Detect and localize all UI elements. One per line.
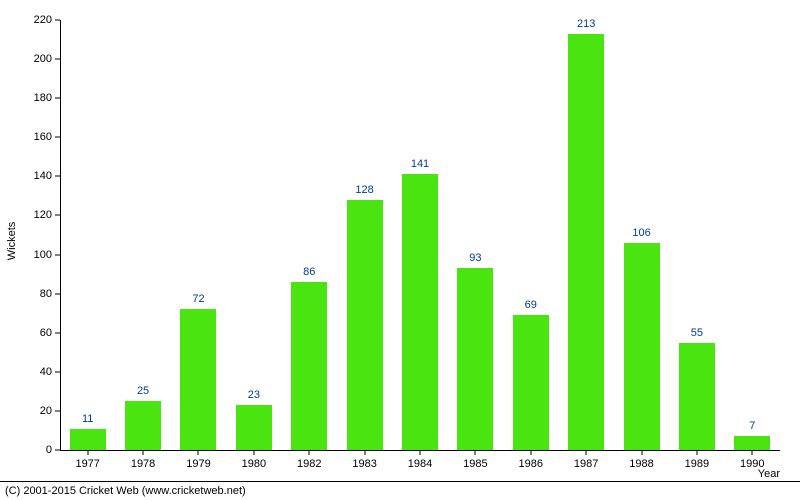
y-tick-label: 140: [12, 170, 52, 182]
y-tick-label: 20: [12, 405, 52, 417]
x-tick-label: 1989: [685, 458, 709, 470]
x-tick-label: 1985: [463, 458, 487, 470]
bar: [125, 401, 161, 450]
x-tick-label: 1984: [408, 458, 432, 470]
bar: [624, 243, 660, 450]
bar: [513, 315, 549, 450]
bar: [457, 268, 493, 450]
x-tick-mark: [586, 450, 587, 455]
bar-value-label: 55: [691, 327, 703, 339]
bar-value-label: 128: [355, 184, 373, 196]
x-tick-mark: [253, 450, 254, 455]
x-tick-mark: [752, 450, 753, 455]
bar-value-label: 25: [137, 385, 149, 397]
x-tick-label: 1978: [131, 458, 155, 470]
x-tick-label: 1983: [352, 458, 376, 470]
bar: [236, 405, 272, 450]
y-tick-label: 40: [12, 366, 52, 378]
bar-value-label: 106: [632, 227, 650, 239]
bar-value-label: 7: [749, 420, 755, 432]
bar-value-label: 93: [469, 252, 481, 264]
x-tick-mark: [87, 450, 88, 455]
bar-value-label: 23: [248, 389, 260, 401]
bar: [180, 309, 216, 450]
x-tick-mark: [420, 450, 421, 455]
y-tick-label: 220: [12, 14, 52, 26]
plot-area: 11 25 72 23 86 128 141 93 69 213 106 55 7: [60, 20, 780, 450]
y-tick-label: 100: [12, 249, 52, 261]
bar-value-label: 11: [82, 413, 93, 425]
y-tick-label: 160: [12, 131, 52, 143]
bar: [402, 174, 438, 450]
copyright-text: (C) 2001-2015 Cricket Web (www.cricketwe…: [5, 485, 246, 497]
bar-value-label: 72: [192, 293, 204, 305]
x-tick-label: 1982: [297, 458, 321, 470]
bar-value-label: 213: [577, 18, 595, 30]
x-tick-mark: [530, 450, 531, 455]
x-tick-mark: [641, 450, 642, 455]
bar-value-label: 141: [411, 158, 429, 170]
x-tick-label: 1980: [242, 458, 266, 470]
x-tick-label: 1979: [186, 458, 210, 470]
copyright-divider: [0, 481, 800, 482]
bar-value-label: 86: [303, 266, 315, 278]
x-tick-label: 1987: [574, 458, 598, 470]
y-tick-label: 60: [12, 327, 52, 339]
bar: [70, 429, 106, 451]
x-axis-label: Year: [758, 468, 780, 480]
x-tick-label: 1986: [519, 458, 543, 470]
bar: [734, 436, 770, 450]
y-tick-label: 0: [12, 444, 52, 456]
x-tick-mark: [696, 450, 697, 455]
y-axis-label: Wickets: [6, 222, 18, 261]
y-tick-label: 120: [12, 209, 52, 221]
bar: [291, 282, 327, 450]
bar: [568, 34, 604, 450]
x-axis: 1977 1978 1979 1980 1982 1983 1984 1985 1986 1987…: [60, 450, 780, 480]
y-tick-label: 200: [12, 53, 52, 65]
x-tick-label: 1988: [629, 458, 653, 470]
bar-value-label: 69: [525, 299, 537, 311]
bar: [347, 200, 383, 450]
x-tick-mark: [364, 450, 365, 455]
chart-container: 020406080100120140160180200220 197719781…: [0, 0, 800, 500]
x-tick-mark: [143, 450, 144, 455]
x-tick-mark: [198, 450, 199, 455]
y-tick-label: 180: [12, 92, 52, 104]
x-tick-mark: [475, 450, 476, 455]
x-tick-mark: [309, 450, 310, 455]
x-tick-label: 1977: [75, 458, 99, 470]
y-tick-label: 80: [12, 288, 52, 300]
bar: [679, 343, 715, 451]
